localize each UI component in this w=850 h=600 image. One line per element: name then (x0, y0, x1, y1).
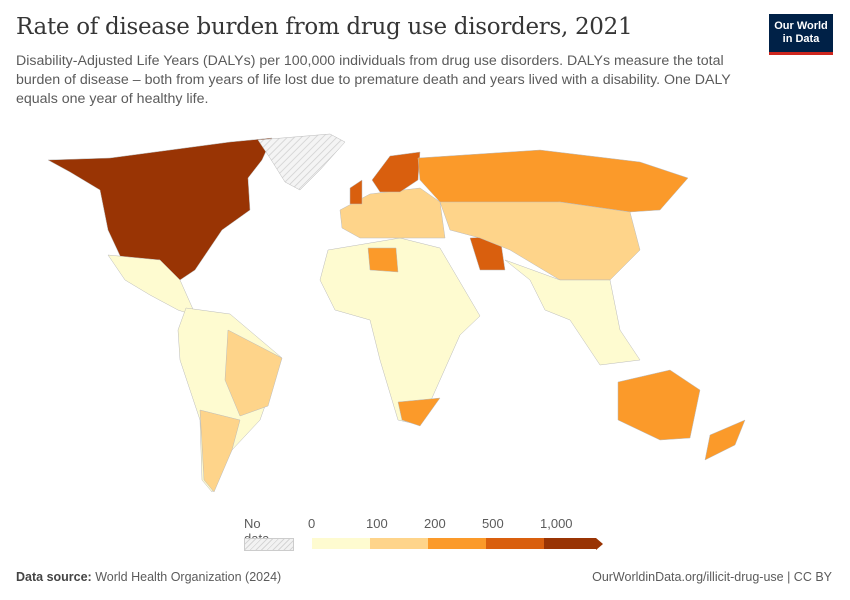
legend-bin-swatch (544, 538, 596, 549)
map-region[interactable]: India & Southeast Asia (504, 259, 641, 366)
map-region[interactable]: China & Central Asia (439, 201, 641, 281)
chart-subtitle: Disability-Adjusted Life Years (DALYs) p… (16, 53, 731, 107)
map-region[interactable]: New Zealand (704, 419, 746, 461)
legend-tick-label: 100 (366, 516, 388, 531)
legend-no-data-swatch (244, 538, 294, 551)
legend-bin-swatch (486, 538, 545, 549)
logo-line-1: Our World (774, 20, 828, 32)
map-region[interactable]: Libya (367, 247, 399, 273)
legend-bin-swatch (428, 538, 487, 549)
legend-tick-label: 0 (308, 516, 316, 531)
data-source: Data source: World Health Organization (… (16, 570, 281, 584)
source-text: World Health Organization (2024) (95, 570, 282, 584)
chart-title: Rate of disease burden from drug use dis… (16, 14, 633, 40)
world-map: North America (US, Canada)GreenlandMexic… (47, 133, 746, 493)
source-label: Data source: (16, 570, 92, 584)
owid-logo[interactable]: Our World in Data (769, 14, 833, 55)
map-region[interactable]: North America (US, Canada) (47, 137, 273, 281)
map-region[interactable]: Africa (319, 237, 481, 426)
map-region[interactable]: Australia (617, 369, 701, 441)
logo-line-2: in Data (782, 33, 820, 45)
legend-bin-swatch (370, 538, 429, 549)
source-url-link[interactable]: OurWorldinData.org/illicit-drug-use | CC… (592, 570, 832, 584)
legend-tick-label: 200 (424, 516, 446, 531)
map-region[interactable]: Greenland (257, 133, 346, 191)
map-region[interactable]: Brazil (224, 329, 283, 417)
legend-bin-swatch (312, 538, 371, 549)
legend-tick-label: 1,000 (540, 516, 573, 531)
map-region[interactable]: Argentina & Chile (199, 409, 241, 493)
map-region[interactable]: UK & Scandinavia (349, 151, 421, 205)
map-region[interactable]: South Africa (397, 397, 441, 427)
legend-arrow (596, 538, 603, 550)
legend-tick-label: 500 (482, 516, 504, 531)
